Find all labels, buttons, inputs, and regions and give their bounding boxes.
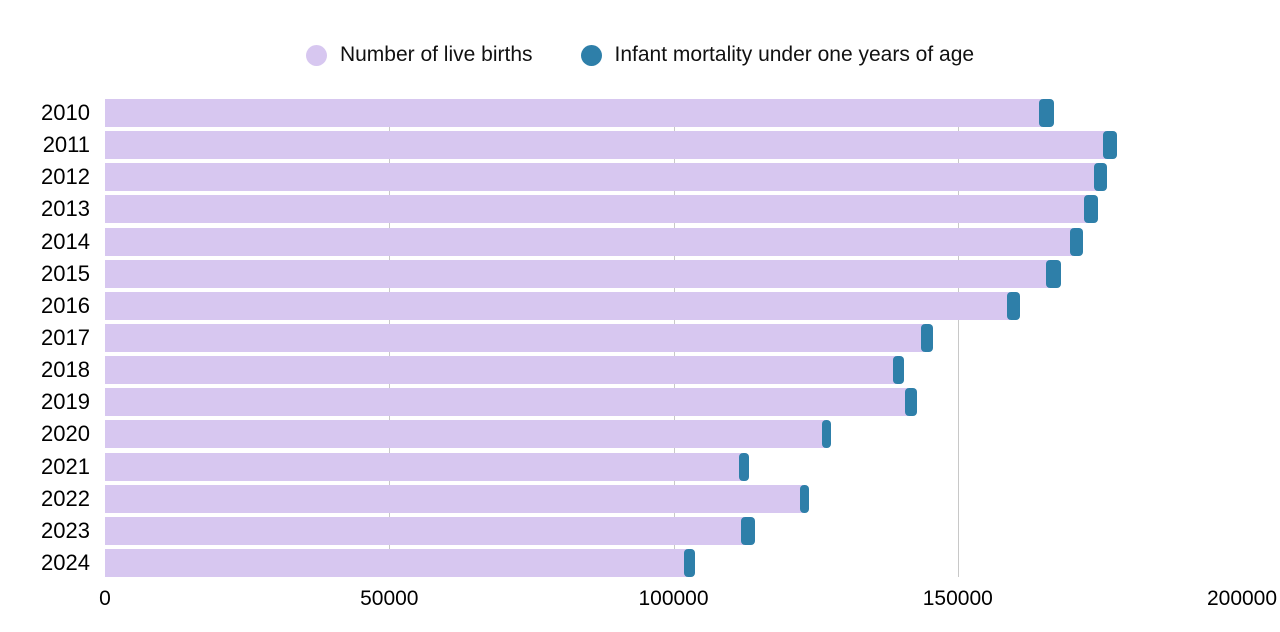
bar-live-births[interactable]: [105, 452, 743, 481]
bar-row-2023: [105, 516, 756, 545]
y-axis-label: 2011: [42, 132, 90, 158]
y-axis-label: 2022: [41, 485, 90, 511]
bar-infant-mortality[interactable]: [821, 420, 832, 449]
bar-live-births[interactable]: [105, 516, 744, 545]
bar-row-2019: [105, 388, 917, 417]
bar-live-births[interactable]: [105, 259, 1050, 288]
bar-infant-mortality[interactable]: [1093, 163, 1108, 192]
y-axis-label: 2020: [41, 421, 90, 447]
bar-row-2010: [105, 99, 1054, 127]
y-axis-label: 2021: [41, 453, 90, 479]
bar-infant-mortality[interactable]: [1046, 259, 1061, 288]
y-axis-label: 2024: [41, 550, 90, 575]
bar-row-2020: [105, 420, 832, 449]
x-axis: 0 50000 100000 150000 200000: [99, 587, 1277, 613]
bar-infant-mortality[interactable]: [1083, 195, 1098, 224]
bar-infant-mortality[interactable]: [920, 324, 933, 352]
bar-infant-mortality[interactable]: [1069, 227, 1083, 256]
y-axis-label: 2016: [41, 292, 90, 318]
x-axis-tick-label: 200000: [1206, 587, 1278, 610]
y-axis-label: 2013: [41, 196, 90, 222]
bar-row-2017: [105, 324, 933, 352]
gridline-150000: [957, 99, 959, 577]
x-axis-tick-label: 100000: [638, 587, 709, 610]
bar-live-births[interactable]: [105, 291, 1010, 320]
legend-item-live-births[interactable]: Number of live births: [305, 43, 533, 67]
bar-live-births[interactable]: [105, 484, 803, 513]
bar-live-births[interactable]: [105, 131, 1106, 160]
bar-row-2012: [105, 163, 1108, 192]
bar-live-births[interactable]: [105, 420, 825, 449]
legend-marker-icon: [305, 44, 327, 66]
y-axis-label: 2014: [41, 228, 90, 254]
bar-row-2015: [105, 259, 1061, 288]
bar-infant-mortality[interactable]: [904, 388, 917, 417]
bar-infant-mortality[interactable]: [683, 549, 695, 577]
y-axis-label: 2017: [41, 325, 90, 350]
y-axis-label: 2019: [41, 389, 90, 415]
legend-label: Infant mortality under one years of age: [614, 43, 975, 66]
bar-live-births[interactable]: [105, 227, 1073, 256]
bar-live-births[interactable]: [105, 388, 908, 417]
bar-live-births[interactable]: [105, 99, 1042, 127]
bar-live-births[interactable]: [105, 195, 1087, 224]
bar-live-births[interactable]: [105, 549, 687, 577]
y-axis-label: 2018: [41, 357, 90, 383]
bar-row-2024: [105, 549, 695, 577]
bar-infant-mortality[interactable]: [1102, 131, 1118, 160]
bar-row-2013: [105, 195, 1098, 224]
bar-live-births[interactable]: [105, 163, 1097, 192]
bar-infant-mortality[interactable]: [739, 452, 749, 481]
bar-row-2011: [105, 131, 1118, 160]
bar-row-2016: [105, 291, 1021, 320]
bar-live-births[interactable]: [105, 324, 924, 352]
bar-infant-mortality[interactable]: [893, 356, 904, 385]
bar-row-2018: [105, 356, 904, 385]
bar-infant-mortality[interactable]: [1038, 99, 1054, 127]
y-axis-label: 2012: [41, 164, 90, 190]
x-axis-tick-label: 0: [99, 587, 111, 610]
legend-label: Number of live births: [339, 43, 533, 66]
y-axis-label: 2015: [41, 260, 90, 286]
bar-infant-mortality[interactable]: [1006, 291, 1021, 320]
legend-item-infant-mortality[interactable]: Infant mortality under one years of age: [580, 43, 975, 67]
y-axis-label: 2023: [41, 517, 90, 543]
bar-infant-mortality[interactable]: [741, 516, 756, 545]
bar-infant-mortality[interactable]: [799, 484, 810, 513]
plot-area: [105, 99, 1242, 577]
bar-live-births[interactable]: [105, 356, 897, 385]
x-axis-tick-label: 150000: [922, 587, 993, 610]
bar-row-2022: [105, 484, 810, 513]
bar-row-2014: [105, 227, 1083, 256]
chart-legend: Number of live births Infant mortality u…: [0, 43, 1280, 67]
bar-row-2021: [105, 452, 749, 481]
x-axis-tick-label: 50000: [360, 587, 419, 610]
y-axis-label: 2010: [41, 100, 90, 125]
legend-marker-icon: [580, 44, 602, 66]
